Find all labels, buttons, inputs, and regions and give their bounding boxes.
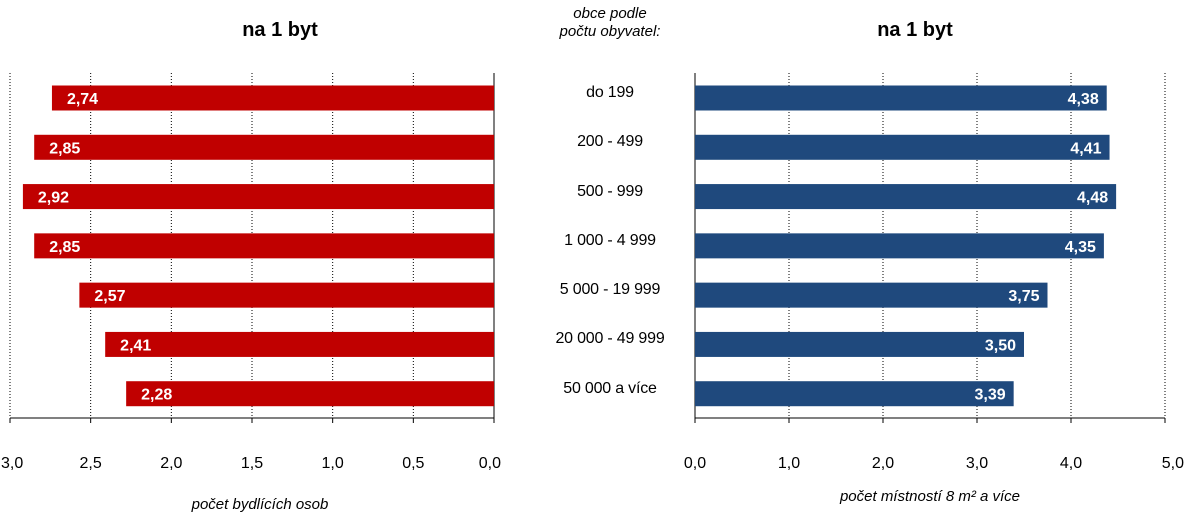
category-label: 5 000 - 19 999 xyxy=(559,281,661,299)
right-bar-value-label: 4,38 xyxy=(1068,91,1099,108)
left-bar-value-label: 2,28 xyxy=(141,387,172,404)
right-tick-label: 2,0 xyxy=(872,455,894,472)
right-tick-label: 0,0 xyxy=(684,455,706,472)
left-tick-label: 3,0 xyxy=(1,455,23,472)
left-tick-label: 1,5 xyxy=(241,455,263,472)
right-bar-value-label: 4,35 xyxy=(1065,239,1096,256)
right-chart-title: na 1 byt xyxy=(877,19,953,41)
right-x-axis-label: počet místností 8 m² a více xyxy=(839,488,1021,505)
left-bar xyxy=(34,233,494,259)
right-bar xyxy=(695,85,1107,111)
left-tick-label: 1,0 xyxy=(322,455,344,472)
right-tick-label: 5,0 xyxy=(1162,455,1184,472)
left-bar xyxy=(34,134,494,160)
right-tick-label: 4,0 xyxy=(1060,455,1082,472)
categories-header: obce podle počtu obyvatel: xyxy=(559,5,661,40)
right-tick-label: 3,0 xyxy=(966,455,988,472)
left-tick-label: 2,0 xyxy=(160,455,182,472)
left-bar xyxy=(105,331,494,357)
right-bar-value-label: 3,39 xyxy=(975,387,1006,404)
right-bar-value-label: 4,48 xyxy=(1077,190,1108,207)
right-bar xyxy=(695,233,1104,259)
right-bar xyxy=(695,282,1048,308)
left-bar-value-label: 2,41 xyxy=(120,337,151,354)
left-bar xyxy=(51,85,495,111)
left-tick-label: 0,5 xyxy=(402,455,424,472)
left-chart-title: na 1 byt xyxy=(242,19,318,41)
category-label: 500 - 999 xyxy=(577,182,643,200)
left-bar xyxy=(22,184,494,210)
right-bar xyxy=(695,331,1024,357)
category-label: do 199 xyxy=(586,84,634,101)
left-x-axis-label: počet bydlících osob xyxy=(191,496,329,513)
right-bar-value-label: 3,50 xyxy=(985,337,1016,354)
category-label: 50 000 a více xyxy=(563,379,657,397)
left-bar xyxy=(79,282,494,308)
right-bar xyxy=(695,134,1110,160)
left-bar-value-label: 2,85 xyxy=(49,239,80,256)
right-tick-label: 1,0 xyxy=(778,455,800,472)
category-label: 1 000 - 4 999 xyxy=(564,231,656,249)
left-bar-value-label: 2,85 xyxy=(49,140,80,157)
right-bar-value-label: 3,75 xyxy=(1008,288,1039,305)
category-label: 200 - 499 xyxy=(577,133,643,151)
right-bar xyxy=(695,184,1117,210)
category-label: 20 000 - 49 999 xyxy=(555,330,665,348)
left-tick-label: 2,5 xyxy=(80,455,102,472)
left-bar xyxy=(126,381,494,407)
left-bar-value-label: 2,74 xyxy=(67,91,98,108)
right-bar-value-label: 4,41 xyxy=(1070,140,1101,157)
left-tick-label: 0,0 xyxy=(479,455,501,472)
right-bar xyxy=(695,381,1014,407)
left-bar-value-label: 2,57 xyxy=(94,288,125,305)
left-bar-value-label: 2,92 xyxy=(38,190,69,207)
